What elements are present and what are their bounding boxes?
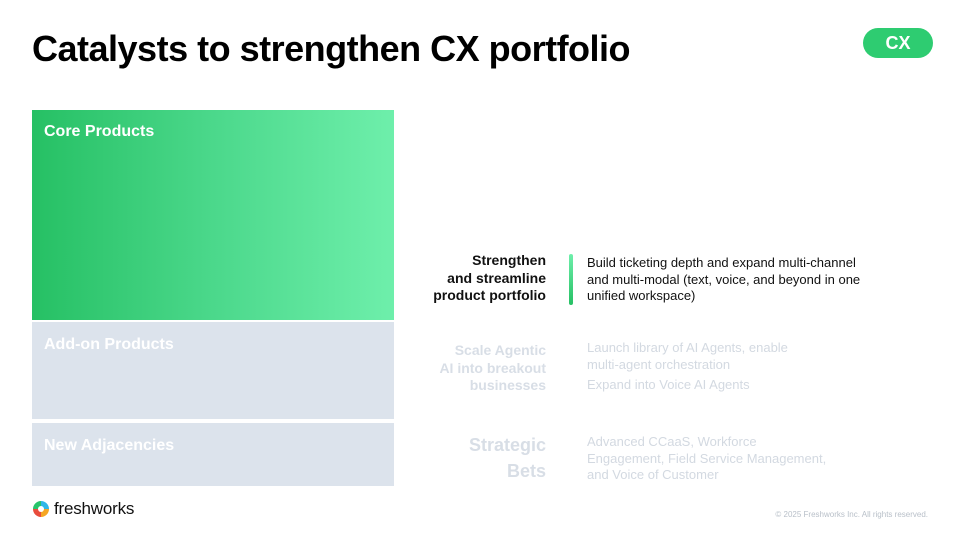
freshworks-logo: freshworks [32,497,134,521]
core-products-block: Core Products [32,110,394,320]
strategic-bets-label: Strategic Bets [468,435,546,481]
strategic-bets-description: Advanced CCaaS, Workforce Engagement, Fi… [587,434,827,482]
accent-bar [569,254,573,305]
addon-products-label: Add-on Products [44,336,174,353]
new-adjacencies-block: New Adjacencies [32,423,394,486]
cx-badge: CX [863,28,933,58]
strengthen-label: Strengthen and streamline product portfo… [433,252,546,303]
new-adjacencies-label: New Adjacencies [44,437,175,454]
scale-agentic-label: Scale Agentic AI into breakout businesse… [439,342,546,393]
core-products-label: Core Products [44,123,155,140]
copyright-notice: © 2025 Freshworks Inc. All rights reserv… [775,510,928,519]
scale-agentic-description-2: Expand into Voice AI Agents [587,377,750,392]
scale-agentic-description-1: Launch library of AI Agents, enable mult… [587,340,788,372]
freshworks-logo-text: freshworks [54,499,135,518]
addon-products-block: Add-on Products [32,322,394,419]
freshworks-logo-icon [33,501,49,517]
page-title: Catalysts to strengthen CX portfolio [32,28,631,69]
strengthen-description: Build ticketing depth and expand multi-c… [587,255,861,303]
